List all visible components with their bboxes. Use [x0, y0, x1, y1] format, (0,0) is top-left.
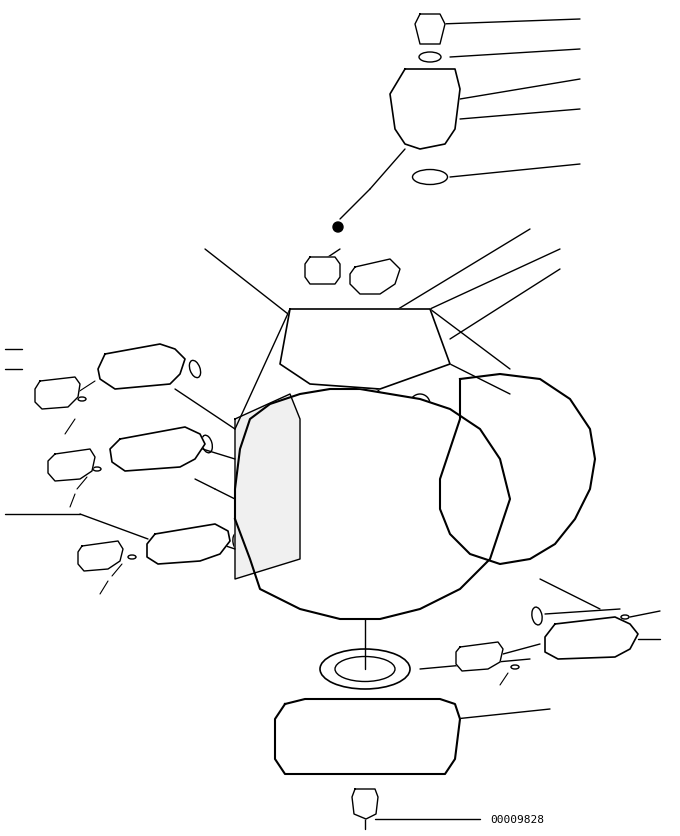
- Polygon shape: [48, 450, 95, 482]
- Polygon shape: [275, 699, 460, 774]
- Polygon shape: [235, 395, 300, 579]
- Polygon shape: [415, 15, 445, 45]
- Circle shape: [333, 222, 343, 232]
- Polygon shape: [456, 642, 503, 671]
- Polygon shape: [280, 309, 450, 390]
- Polygon shape: [235, 390, 510, 619]
- Polygon shape: [305, 257, 340, 285]
- Polygon shape: [440, 375, 595, 564]
- Polygon shape: [545, 617, 638, 660]
- Polygon shape: [35, 378, 80, 410]
- Polygon shape: [78, 542, 123, 571]
- Polygon shape: [98, 344, 185, 390]
- Polygon shape: [110, 427, 205, 472]
- Polygon shape: [147, 524, 230, 564]
- Polygon shape: [350, 260, 400, 294]
- Polygon shape: [352, 789, 378, 819]
- Polygon shape: [390, 70, 460, 150]
- Text: 00009828: 00009828: [490, 814, 544, 824]
